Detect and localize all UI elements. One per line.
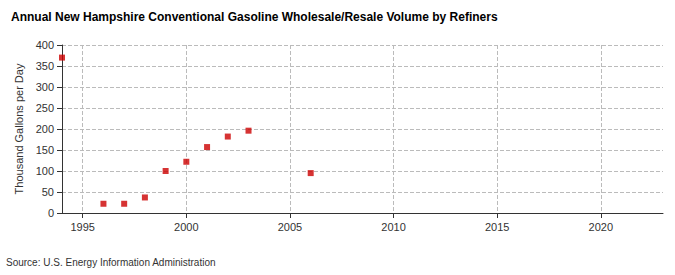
svg-text:2000: 2000 [174,221,198,233]
svg-text:2015: 2015 [485,221,509,233]
svg-text:2005: 2005 [278,221,302,233]
svg-text:250: 250 [36,102,54,114]
svg-text:2020: 2020 [589,221,613,233]
svg-text:150: 150 [36,144,54,156]
svg-text:100: 100 [36,165,54,177]
svg-text:200: 200 [36,123,54,135]
svg-text:400: 400 [36,39,54,51]
svg-text:Source: U.S. Energy Informatio: Source: U.S. Energy Information Administ… [6,257,216,268]
svg-text:50: 50 [42,186,54,198]
svg-text:2010: 2010 [381,221,405,233]
svg-text:Annual New Hampshire Conventio: Annual New Hampshire Conventional Gasoli… [11,10,498,24]
svg-text:0: 0 [48,207,54,219]
svg-text:Thousand Gallons per Day: Thousand Gallons per Day [13,63,25,194]
svg-text:1995: 1995 [70,221,94,233]
svg-text:300: 300 [36,81,54,93]
svg-text:350: 350 [36,60,54,72]
